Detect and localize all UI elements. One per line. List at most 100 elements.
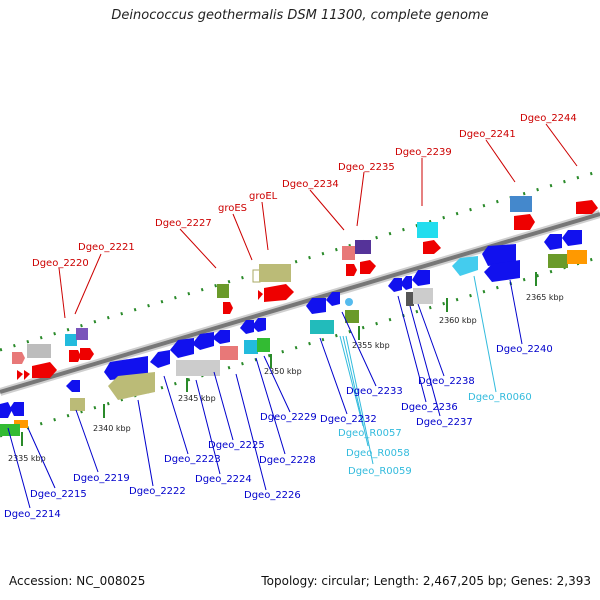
top-leader-lines [58,123,578,319]
gene-box [406,292,414,306]
gene-box [257,338,270,352]
label-dgeo-2238: Dgeo_2238 [418,376,475,387]
gene-box [217,284,229,298]
label-dgeo-2214: Dgeo_2214 [4,509,61,520]
topology-text: Topology: circular; Length: 2,467,205 bp… [261,574,591,588]
gene-arrow [306,298,326,314]
gene-box [70,398,85,411]
gene-box [355,240,371,254]
label-dgeo-2219: Dgeo_2219 [73,473,130,484]
label-dgeo-2235: Dgeo_2235 [338,162,395,173]
gene-arrow [66,380,80,392]
gene-arrow [212,330,230,344]
kbp-label-2355: 2355 kbp [352,341,390,350]
gene-arrow [258,290,263,300]
gene-dot [345,298,353,306]
gene-box [14,420,28,428]
gene-box [510,196,532,212]
gene-arrow [80,348,94,360]
gene-arrow [12,352,25,364]
gene-box [259,264,291,282]
gene-arrow [562,230,582,246]
label-dgeo-2221: Dgeo_2221 [78,242,135,253]
gene-arrow [388,278,402,292]
rna-leader-lines [339,275,497,465]
label-dgeo-r0058: Dgeo_R0058 [346,448,410,459]
gene-arrow [223,302,233,314]
label-dgeo-2236: Dgeo_2236 [401,402,458,413]
gene-arrow [240,320,254,334]
label-groel: groEL [249,191,278,202]
gene-arrow [576,200,598,214]
gene-arrow [32,362,57,378]
label-dgeo-2229: Dgeo_2229 [260,412,317,423]
gene-arrow [0,402,12,418]
gene-arrow [69,350,81,362]
gene-arrow [24,370,30,380]
gene-arrow [514,214,535,230]
label-dgeo-2224: Dgeo_2224 [195,474,252,485]
accession-text: Accession: NC_008025 [9,574,146,588]
label-dgeo-2225: Dgeo_2225 [208,440,265,451]
bottom-leader-lines [7,279,523,509]
gene-box [27,344,51,358]
gene-arrow [400,276,412,290]
label-dgeo-2234: Dgeo_2234 [282,179,339,190]
label-dgeo-2228: Dgeo_2228 [259,455,316,466]
gene-box [567,250,587,264]
gene-arrow [108,372,155,400]
label-groes: groES [218,203,247,214]
gene-arrow [170,338,194,358]
label-dgeo-2241: Dgeo_2241 [459,129,516,140]
gene-arrow [150,350,170,368]
gene-arrow [326,292,340,306]
gene-arrow [346,264,357,276]
label-dgeo-2239: Dgeo_2239 [395,147,452,158]
forward-strand-genes [12,196,598,380]
gene-box [310,320,334,334]
genome-backbone [0,210,600,396]
label-dgeo-2226: Dgeo_2226 [244,490,301,501]
label-dgeo-2222: Dgeo_2222 [129,486,186,497]
top-labels: Dgeo_2220 Dgeo_2221 Dgeo_2227 groES groE… [32,113,577,269]
gene-box [220,346,238,360]
gene-box [244,340,258,354]
reverse-strand-genes [0,230,587,436]
kbp-label-2365: 2365 kbp [526,293,564,302]
gene-arrow [484,260,520,282]
gene-arrow [10,402,24,416]
kbp-label-2340: 2340 kbp [93,424,131,433]
kbp-label-2345: 2345 kbp [178,394,216,403]
label-dgeo-2223: Dgeo_2223 [164,454,221,465]
gene-arrow [252,318,266,332]
label-dgeo-2240: Dgeo_2240 [496,344,553,355]
label-dgeo-2244: Dgeo_2244 [520,113,577,124]
gene-box [0,424,20,436]
gene-arrow [192,332,214,350]
gene-arrow [360,260,376,274]
gene-box [417,222,438,238]
bottom-labels: Dgeo_2214 Dgeo_2215 Dgeo_2219 Dgeo_2222 … [4,344,553,520]
label-dgeo-2220: Dgeo_2220 [32,258,89,269]
label-dgeo-r0059: Dgeo_R0059 [348,466,412,477]
gene-box [548,254,568,268]
label-dgeo-2232: Dgeo_2232 [320,414,377,425]
kbp-label-2360: 2360 kbp [439,316,477,325]
label-dgeo-2227: Dgeo_2227 [155,218,212,229]
label-dgeo-r0060: Dgeo_R0060 [468,392,532,403]
gene-box [176,360,220,376]
label-dgeo-r0057: Dgeo_R0057 [338,428,402,439]
kbp-label-2350: 2350 kbp [264,367,302,376]
kbp-label-2335: 2335 kbp [8,454,46,463]
gene-box [76,328,88,340]
kbp-ticks: 2335 kbp 2340 kbp 2345 kbp 2350 kbp 2355… [8,272,564,463]
gene-arrow [423,240,441,254]
gene-arrow [482,244,516,266]
gene-arrow [264,284,294,302]
gene-arrow [17,370,23,380]
genome-title: Deinococcus geothermalis DSM 11300, comp… [111,8,489,23]
label-dgeo-2233: Dgeo_2233 [346,386,403,397]
gene-box [252,269,261,283]
gene-box [65,334,77,346]
